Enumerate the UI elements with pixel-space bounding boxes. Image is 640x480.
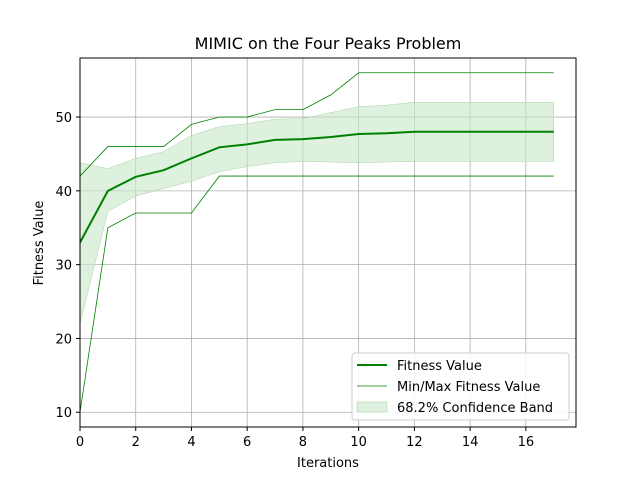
x-tick-label: 14 <box>462 435 479 450</box>
fitness-value-line <box>79 130 554 243</box>
y-tick-label: 10 <box>55 406 72 421</box>
x-tick-label: 16 <box>518 435 535 450</box>
y-tick-label: 40 <box>55 185 72 200</box>
legend-label-band: 68.2% Confidence Band <box>397 401 553 416</box>
legend: Fitness Value Min/Max Fitness Value 68.2… <box>351 352 570 421</box>
confidence-band <box>79 102 554 324</box>
chart-title: MIMIC on the Four Peaks Problem <box>195 34 462 53</box>
x-tick-label: 0 <box>76 435 84 450</box>
min-max-layer <box>79 72 554 413</box>
legend-label-minmax: Min/Max Fitness Value <box>397 380 540 395</box>
x-tick-label: 2 <box>132 435 140 450</box>
confidence-band-layer <box>79 102 554 324</box>
min-fitness-line <box>79 175 554 413</box>
legend-box <box>351 352 570 421</box>
x-tick-label: 8 <box>299 435 307 450</box>
x-axis-label: Iterations <box>297 456 359 471</box>
max-fitness-line <box>79 72 554 177</box>
x-tick-label: 6 <box>243 435 251 450</box>
fitness-line-layer <box>79 130 554 243</box>
x-axis-ticks: 0 2 4 6 8 10 12 14 16 <box>76 427 534 450</box>
y-tick-label: 50 <box>55 111 72 126</box>
legend-swatch-band <box>356 401 388 413</box>
y-tick-label: 30 <box>55 259 72 274</box>
plot-frame <box>79 57 577 428</box>
x-tick-label: 4 <box>187 435 195 450</box>
y-axis-label: Fitness Value <box>32 201 47 286</box>
legend-label-fitness: Fitness Value <box>397 359 482 374</box>
x-tick-label: 10 <box>350 435 367 450</box>
y-tick-label: 20 <box>55 332 72 347</box>
y-axis-ticks: 10 20 30 40 50 <box>55 111 80 421</box>
x-tick-label: 12 <box>406 435 423 450</box>
